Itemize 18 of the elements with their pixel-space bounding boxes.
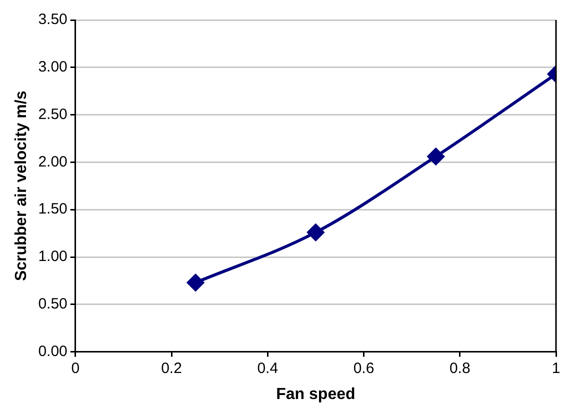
- y-tick-label: 1.00: [38, 248, 68, 266]
- point: [307, 224, 324, 241]
- x-axis-title: Fan speed: [276, 386, 356, 403]
- point: [187, 274, 204, 292]
- y-tick-label: 3.00: [38, 58, 68, 76]
- y-tick-label: 2.50: [38, 106, 68, 123]
- x-tick-label: 0.8: [449, 360, 470, 377]
- x-tick-label: 0.6: [353, 360, 374, 377]
- y-tick-label: 0.50: [38, 296, 68, 313]
- y-tick-label: 1.50: [38, 200, 68, 218]
- y-tick-label: 2.00: [38, 153, 68, 170]
- y-tick-label: 0.00: [38, 342, 68, 360]
- x-tick-label: 1: [552, 360, 560, 377]
- y-tick-label: 3.50: [38, 11, 68, 28]
- x-tick-label: 0: [71, 360, 80, 377]
- y-axis-title: Scrubber air velocity m/s: [13, 90, 30, 282]
- x-tick-label: 0.2: [161, 360, 182, 377]
- x-tick-label: 0.4: [257, 360, 278, 377]
